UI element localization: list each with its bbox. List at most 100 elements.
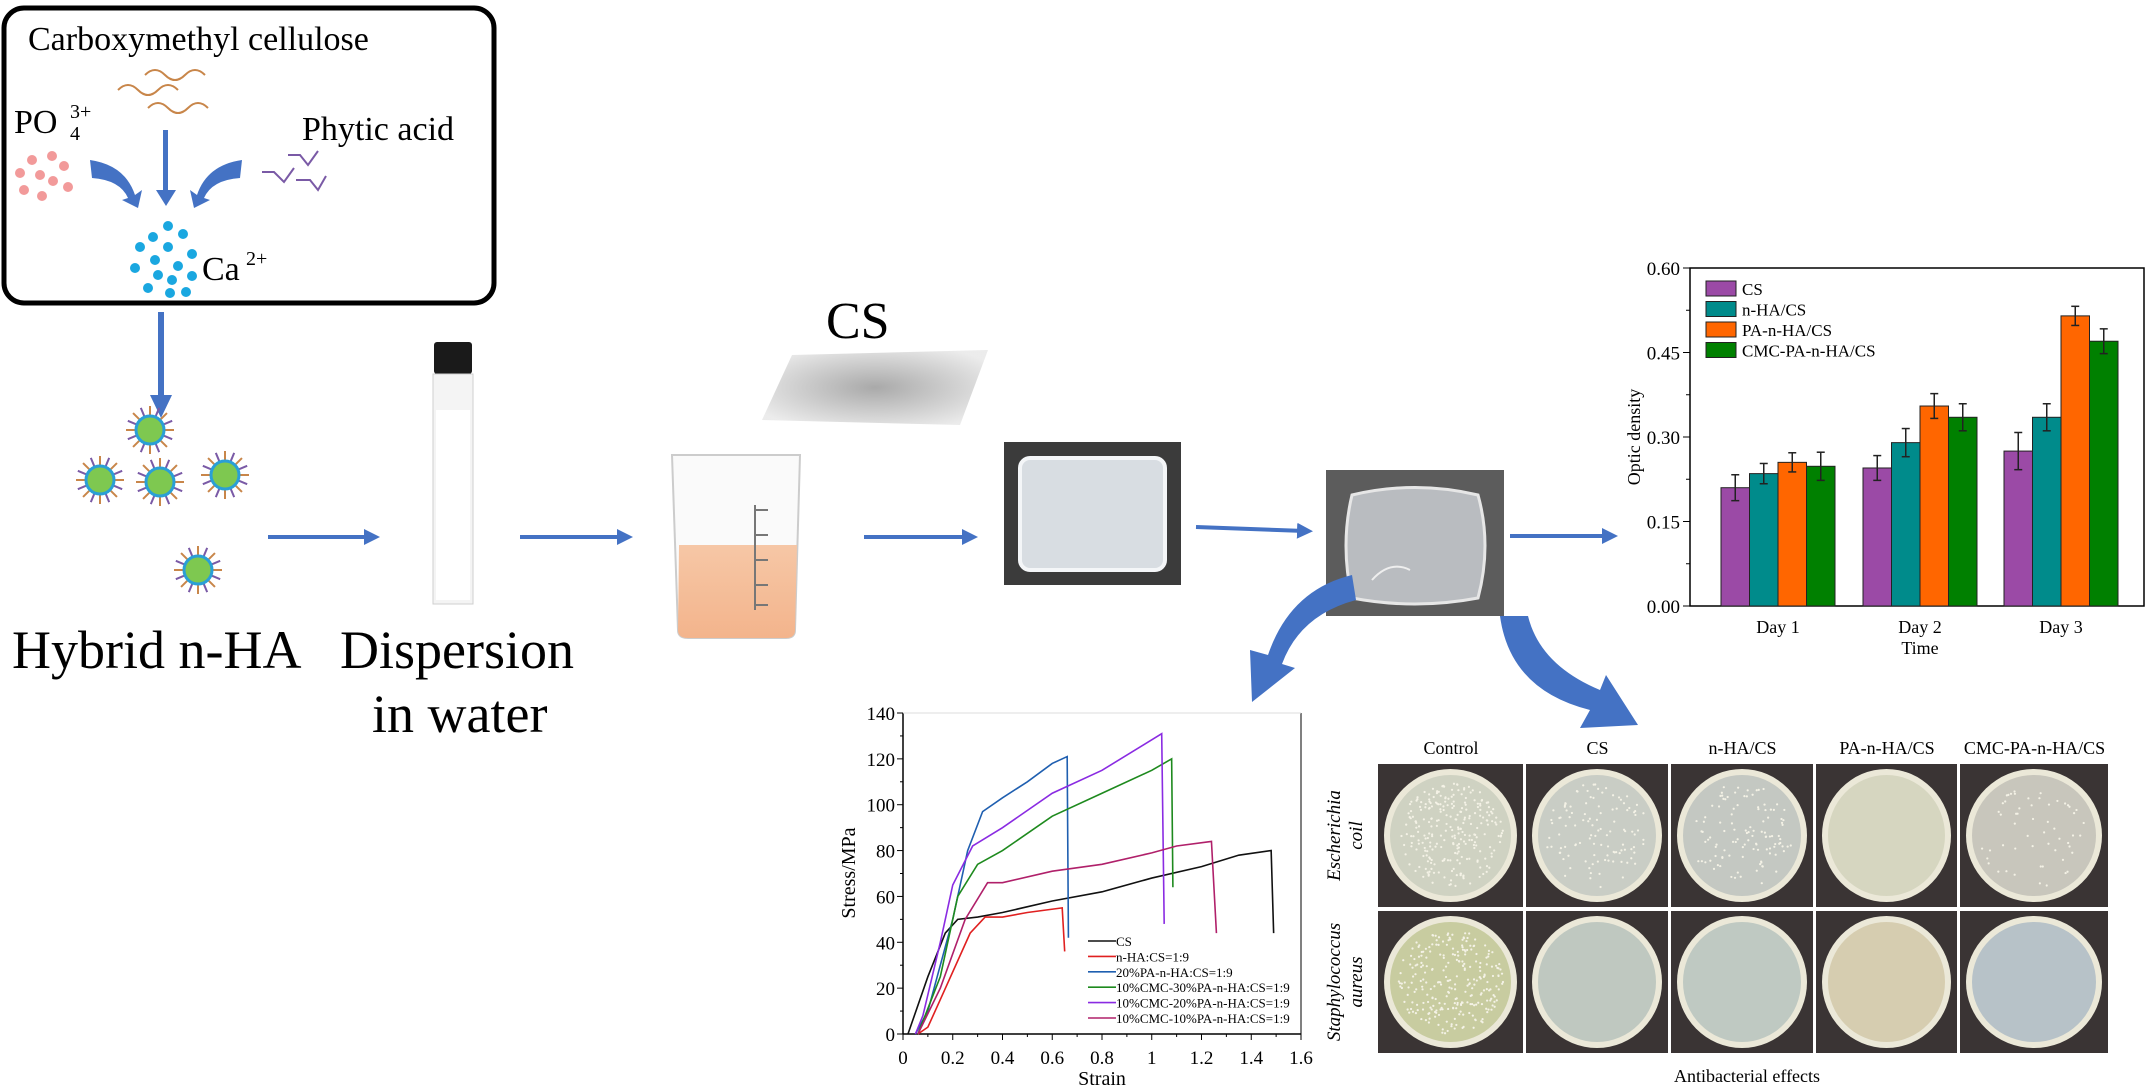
colony (1469, 965, 1472, 969)
dish-agar (1972, 922, 2096, 1042)
colony (1429, 950, 1432, 953)
legend-swatch (1705, 301, 1737, 317)
particle-chain (159, 412, 168, 421)
colony (1425, 965, 1428, 968)
colony (1472, 978, 1476, 981)
colony (1457, 960, 1461, 963)
colony (1615, 807, 1618, 810)
colony (1578, 841, 1582, 845)
colony (1466, 936, 1469, 940)
bar-CMC-PA-n-HA/CS (1948, 416, 1978, 607)
colony (1417, 842, 1420, 845)
colony (1447, 939, 1450, 942)
colony (1431, 996, 1434, 999)
colony (1411, 1001, 1414, 1004)
colony (1425, 854, 1428, 857)
colony (2026, 834, 2029, 838)
colony (1473, 1004, 1476, 1007)
particle-chain (202, 547, 209, 558)
colony (1769, 808, 1772, 811)
colony (1759, 863, 1762, 866)
particle-chain (142, 491, 151, 500)
petri-dish-photo (1378, 911, 1523, 1053)
colony (1447, 932, 1450, 935)
colony (1768, 835, 1772, 838)
colony (1463, 962, 1466, 965)
antibacterial-grid: Antibacterial effects Control CS n-HA/CS PA… (1324, 738, 2108, 1086)
colony (1734, 791, 1737, 794)
colony (1448, 883, 1451, 887)
colony (2045, 884, 2048, 887)
colony (1430, 817, 1433, 820)
stress-strain-chart: Stress/MPa Strain 0 0.2 0.4 0.6 0.8 1 1.2 1.4 1.… (838, 704, 1313, 1090)
colony (1443, 1002, 1446, 1005)
colony (1590, 834, 1593, 837)
colony (1476, 826, 1479, 830)
x-axis-label: Strain (1078, 1068, 1126, 1090)
colony (1631, 830, 1634, 833)
colony (1495, 823, 1498, 826)
colony (1501, 829, 1504, 832)
particle-chain (109, 489, 118, 498)
colony (1775, 870, 1778, 873)
colony (1613, 820, 1616, 823)
colony (1494, 821, 1497, 824)
colony (1414, 869, 1417, 873)
colony (1432, 871, 1436, 874)
particle-chain (132, 412, 141, 421)
colony (1564, 874, 1567, 877)
colony (1558, 833, 1561, 836)
colony (1606, 854, 1609, 857)
colony (1564, 824, 1567, 827)
colony (1422, 818, 1425, 821)
cmc-label: Carboxymethyl cellulose (28, 21, 369, 58)
colony (1499, 820, 1502, 823)
colony (1430, 1008, 1433, 1011)
colony (1481, 1021, 1484, 1024)
particle-chain (175, 559, 186, 566)
colony (1423, 971, 1427, 974)
colony (1711, 804, 1714, 807)
colony (1442, 805, 1445, 808)
colony (1597, 829, 1600, 832)
colony (1435, 824, 1438, 828)
x-tick-label: Day 1 (1756, 617, 1800, 637)
colony (1455, 874, 1458, 877)
particle-chain (139, 442, 146, 453)
colony (1774, 842, 1777, 846)
petri-dish-photo (1671, 764, 1813, 907)
colony (1420, 965, 1423, 969)
colony (1552, 809, 1555, 812)
colony (1402, 959, 1405, 962)
particle-chain (214, 452, 221, 463)
colony (1435, 1009, 1438, 1012)
colony (1779, 841, 1782, 845)
colony (1469, 1003, 1472, 1006)
particle-chain (202, 582, 209, 593)
particle-chain (202, 464, 213, 471)
colony (2082, 821, 2085, 825)
colony (1704, 861, 1707, 864)
colony (1490, 965, 1494, 968)
colony (1457, 789, 1460, 792)
colony (1463, 949, 1466, 952)
colony (1751, 834, 1754, 838)
colony (1446, 804, 1449, 807)
colony (1428, 793, 1431, 796)
colony (1429, 841, 1432, 844)
particle-chain (207, 484, 216, 493)
colony (1455, 997, 1458, 1000)
colony (1439, 794, 1442, 797)
colony (1437, 871, 1440, 874)
colony (1403, 843, 1406, 847)
colony (1487, 806, 1491, 809)
colony (1777, 834, 1780, 838)
colony (1582, 819, 1585, 822)
colony (1987, 862, 1990, 865)
colony (1421, 1008, 1425, 1011)
colony (1488, 866, 1491, 869)
colony (1445, 995, 1448, 998)
colony (1728, 854, 1731, 857)
colony (1500, 832, 1503, 835)
colony (1465, 808, 1468, 811)
